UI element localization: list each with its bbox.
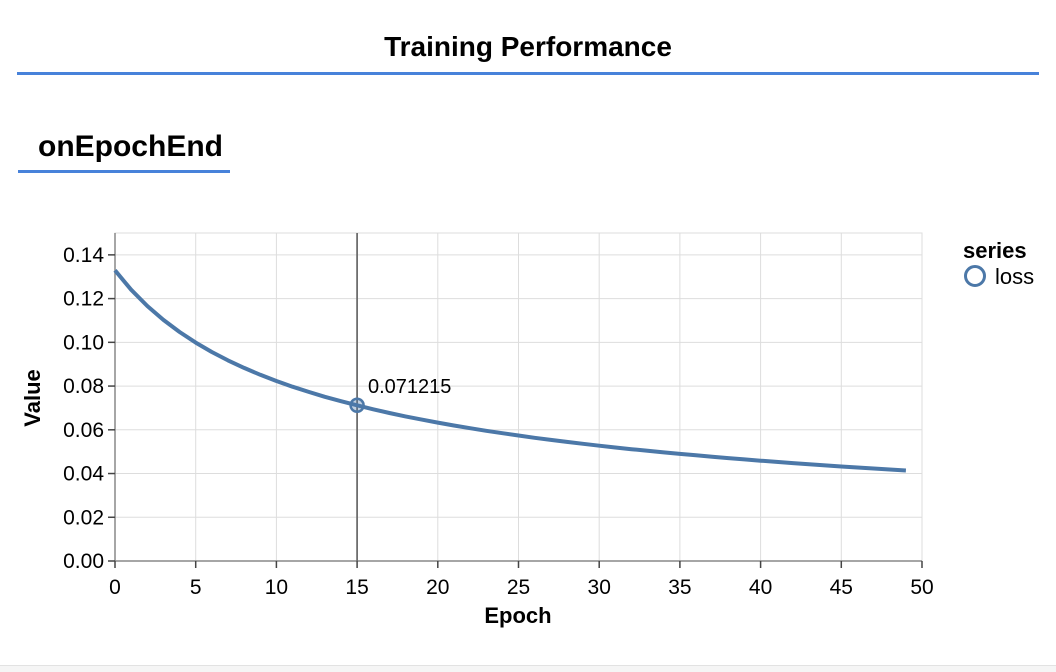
loss-line-chart[interactable]: 0 5 10 15 20 25 30 35 40 45 50 0.00 0.02 0.04 0.06 0.08… [0, 220, 1056, 655]
chart-axis-layer: 0 5 10 15 20 25 30 35 40 45 50 0.00 0.02 0.04 0.06 0.08… [63, 233, 934, 599]
x-axis-tick-label: 50 [910, 576, 933, 599]
x-axis-tick-label: 15 [345, 576, 368, 599]
y-axis-title: Value [20, 369, 45, 426]
loss-series-layer [113, 269, 907, 473]
legend-loss-symbol-icon [964, 265, 986, 287]
x-axis-tick-label: 45 [830, 576, 853, 599]
y-axis-tick-label: 0.02 [63, 506, 104, 529]
x-axis-tick-label: 40 [749, 576, 772, 599]
x-axis-tick-label: 5 [190, 576, 202, 599]
x-axis-tick-label: 0 [109, 576, 121, 599]
chart-legend: series loss [963, 238, 1034, 289]
hover-point-marker [349, 397, 365, 414]
loss-line-path [113, 269, 907, 473]
x-axis-tick-label: 20 [426, 576, 449, 599]
y-axis-tick-label: 0.12 [63, 288, 104, 311]
section-divider-rule [18, 170, 230, 173]
title-divider-rule [17, 72, 1039, 75]
x-axis-tick-label: 35 [668, 576, 691, 599]
y-axis-tick-label: 0.00 [63, 550, 104, 573]
x-axis-tick-label: 25 [507, 576, 530, 599]
y-axis-tick-label: 0.10 [63, 331, 104, 354]
y-axis-tick-label: 0.04 [63, 463, 104, 486]
x-axis-title: Epoch [484, 603, 551, 628]
y-axis-tick-label: 0.08 [63, 375, 104, 398]
legend-title: series [963, 238, 1027, 263]
next-surface-edge [0, 665, 1056, 672]
chart-grid-layer [114, 232, 923, 562]
tooltip-value-label: 0.071215 [368, 376, 451, 398]
x-axis-tick-label: 10 [265, 576, 288, 599]
page-title: Training Performance [384, 31, 672, 62]
y-axis-tick-label: 0.06 [63, 419, 104, 442]
legend-loss-label: loss [995, 264, 1034, 289]
hover-point-layer [349, 397, 365, 414]
section-title-onepochend: onEpochEnd [38, 130, 223, 163]
x-axis-tick-label: 30 [588, 576, 611, 599]
y-axis-tick-label: 0.14 [63, 244, 104, 267]
